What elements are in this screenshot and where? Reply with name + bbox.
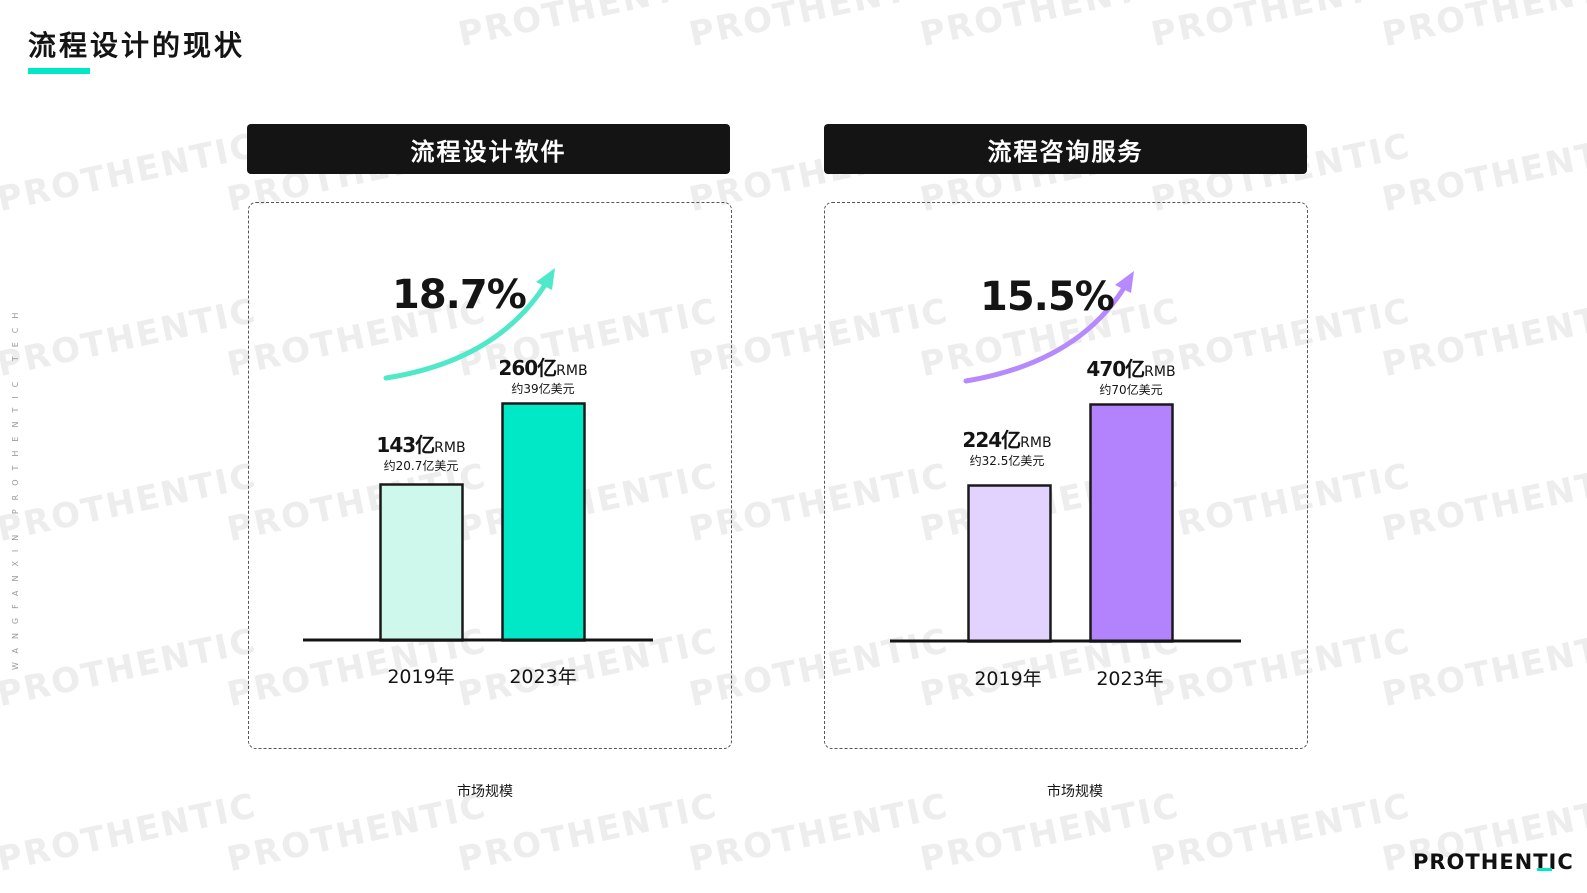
bar-2023-consulting — [1089, 403, 1174, 643]
value-label-2019: 143亿RMB 约20.7亿美元 — [361, 429, 481, 474]
bar-2019-consulting — [967, 484, 1052, 643]
title-underline-accent — [28, 68, 90, 74]
value-label-2019: 224亿RMB 约32.5亿美元 — [947, 424, 1067, 469]
x-tick-2023: 2023年 — [509, 666, 577, 688]
x-tick-2019: 2019年 — [974, 668, 1042, 690]
page-title: 流程设计的现状 — [28, 29, 246, 62]
value-unit: RMB — [556, 363, 588, 379]
value-rmb: 260亿 — [498, 356, 557, 380]
panel-box-consulting — [824, 202, 1308, 749]
value-rmb: 143亿 — [376, 433, 435, 457]
value-label-2023: 470亿RMB 约70亿美元 — [1071, 353, 1191, 398]
value-rmb: 224亿 — [962, 428, 1021, 452]
growth-arrow-icon — [963, 271, 1134, 384]
panel-box-software — [248, 202, 732, 749]
cagr-value: 18.7% — [392, 272, 527, 318]
value-rmb: 470亿 — [1086, 357, 1145, 381]
panel-header-software: 流程设计软件 — [247, 124, 730, 174]
x-tick-2023: 2023年 — [1096, 668, 1164, 690]
value-usd: 约39亿美元 — [511, 382, 575, 396]
value-usd: 约70亿美元 — [1099, 383, 1163, 397]
value-usd: 约32.5亿美元 — [969, 454, 1045, 468]
value-usd: 约20.7亿美元 — [383, 459, 459, 473]
growth-arrow-icon — [383, 268, 555, 381]
value-unit: RMB — [434, 440, 466, 456]
bar-2023-software — [501, 402, 586, 642]
chart-caption: 市场规模 — [1047, 784, 1103, 800]
value-label-2023: 260亿RMB 约39亿美元 — [483, 352, 603, 397]
chart-caption: 市场规模 — [457, 784, 513, 800]
panel-header-consulting: 流程咨询服务 — [824, 124, 1307, 174]
cagr-value: 15.5% — [980, 274, 1115, 320]
logo-accent-mark — [1537, 868, 1552, 871]
x-tick-2019: 2019年 — [387, 666, 455, 688]
value-unit: RMB — [1020, 435, 1052, 451]
value-unit: RMB — [1144, 364, 1176, 380]
bar-2019-software — [379, 483, 464, 642]
